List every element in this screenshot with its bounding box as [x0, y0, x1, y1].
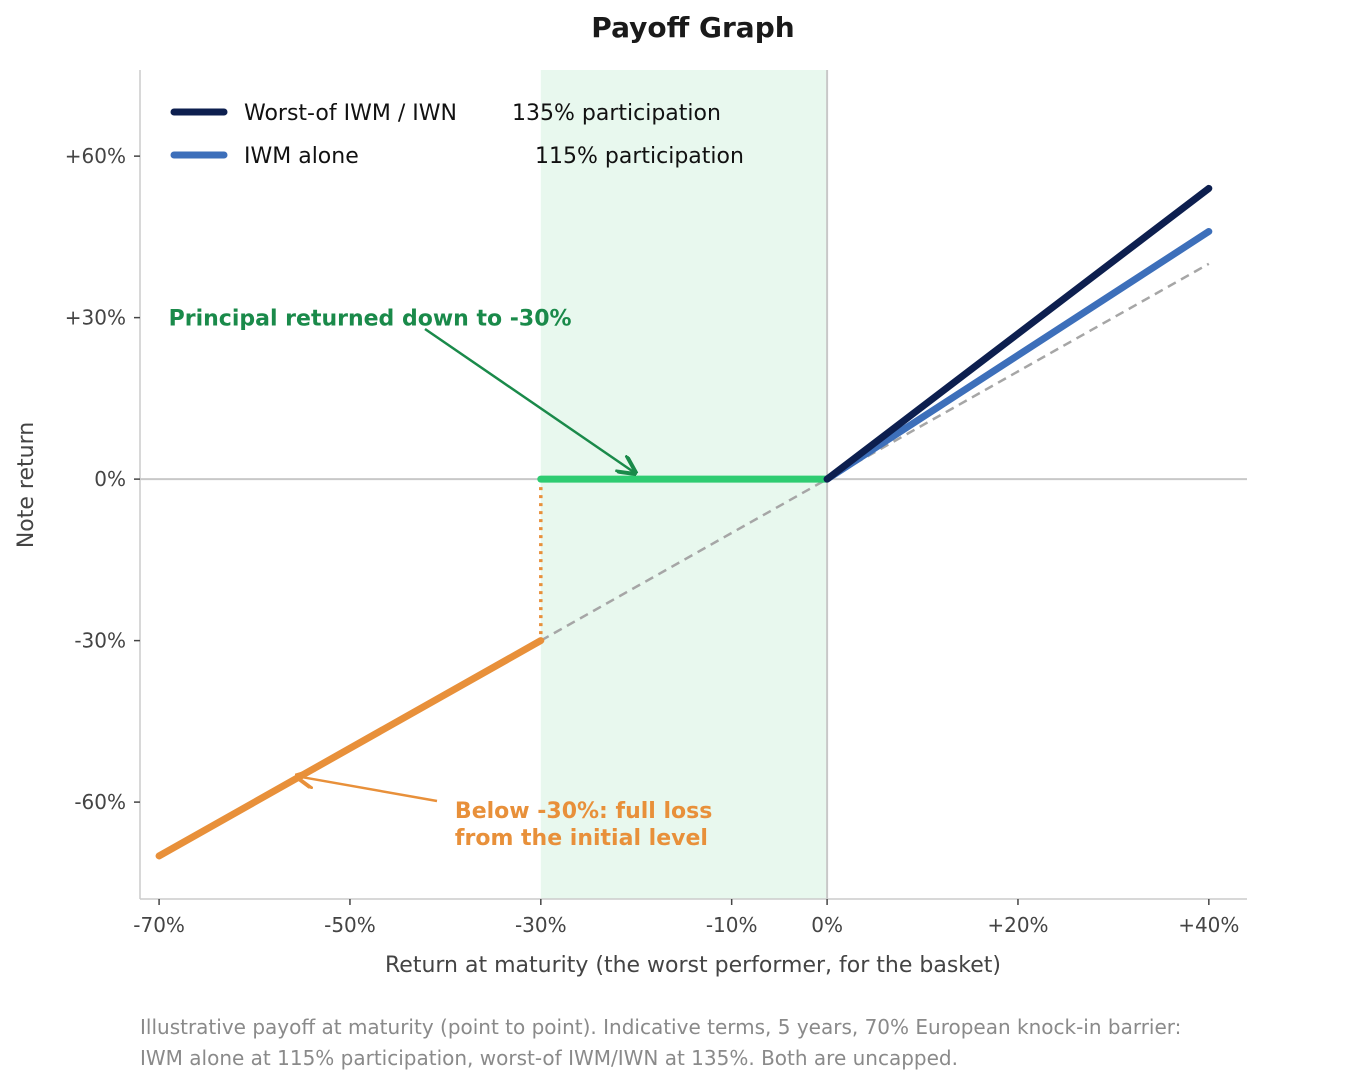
x-tick-label-1: -50% — [324, 913, 376, 937]
y-axis-title: Note return — [14, 422, 39, 548]
legend-label-1: IWM alone — [244, 144, 359, 169]
footnote-line-2: IWM alone at 115% participation, worst-o… — [140, 1046, 958, 1070]
annotation-loss-arrow — [297, 776, 438, 803]
y-tick-label-4: -60% — [74, 790, 126, 814]
x-tick-label-3: -10% — [706, 913, 758, 937]
y-tick-label-2: 0% — [94, 467, 126, 491]
x-axis-title: Return at maturity (the worst performer,… — [385, 953, 1001, 978]
x-tick-label-2: -30% — [515, 913, 567, 937]
legend-participation-0: 135% participation — [512, 101, 721, 126]
annotation-principal-text: Principal returned down to -30% — [169, 307, 572, 332]
footnote-line-1: Illustrative payoff at maturity (point t… — [140, 1015, 1182, 1039]
x-tick-label-6: +40% — [1178, 913, 1239, 937]
series-line-iwm-alone — [823, 227, 1213, 483]
legend-label-0: Worst-of IWM / IWN — [244, 101, 457, 126]
annotation-loss-text: Below -30%: full loss from the initial le… — [455, 799, 712, 851]
series-line-below-barrier — [155, 637, 545, 860]
annotation-principal-arrow — [424, 327, 635, 473]
y-tick-label-0: +60% — [65, 144, 126, 168]
x-tick-label-4: 0% — [811, 913, 843, 937]
annotation-loss-line-1: from the initial level — [455, 826, 708, 851]
x-tick-label-0: -70% — [133, 913, 185, 937]
payoff-chart: -70% -50% -30% -10% 0% +20% +40% +60% +30% 0% -30%… — [14, 11, 1247, 978]
y-tick-label-3: -30% — [74, 629, 126, 653]
legend-participation-1: 115% participation — [535, 144, 744, 169]
chart-title: Payoff Graph — [591, 11, 794, 44]
y-tick-label-1: +30% — [65, 306, 126, 330]
series-line-worst-of — [823, 184, 1213, 483]
shaded-principal-protection-zone — [540, 70, 828, 899]
annotation-loss-line-0: Below -30%: full loss — [455, 799, 712, 824]
footnote: Illustrative payoff at maturity (point t… — [140, 1012, 1340, 1074]
x-tick-label-5: +20% — [987, 913, 1048, 937]
